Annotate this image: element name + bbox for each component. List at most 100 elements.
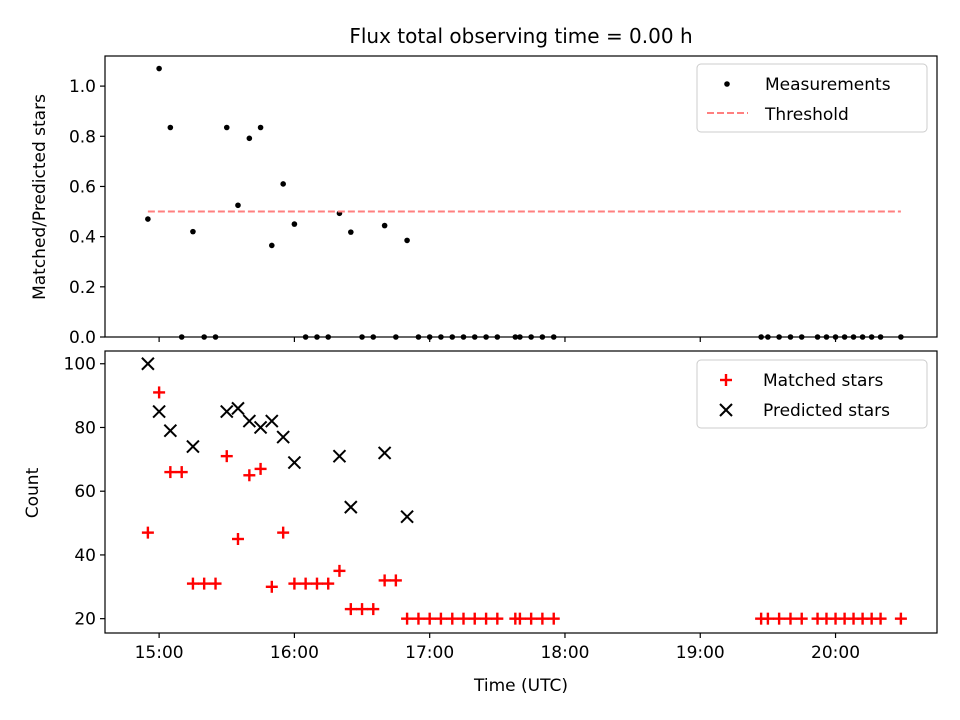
x-tick-label: 16:00: [270, 643, 319, 663]
matched-star-point: [333, 564, 346, 577]
bottom-y-ticks: 20 40 60 80 100: [64, 355, 105, 630]
matched-star-point: [265, 580, 278, 593]
matched-star-point: [231, 533, 244, 545]
measurement-point: [381, 222, 388, 229]
predicted-star-point: [276, 430, 290, 444]
top-x-ticks: [158, 337, 837, 342]
matched-star-point: [773, 612, 786, 625]
matched-star-point: [547, 612, 560, 625]
matched-star-point: [513, 612, 526, 625]
predicted-star-point: [253, 420, 268, 435]
matched-star-point: [389, 574, 402, 587]
predicted-star-point: [220, 404, 234, 419]
measurement-point: [291, 221, 298, 227]
predicted-star-point: [377, 446, 392, 460]
top-panel: Flux total observing time = 0.00 h Match…: [30, 24, 938, 348]
matched-star-point: [761, 612, 774, 625]
matched-star-point: [254, 462, 267, 475]
x-tick-label: 18:00: [540, 643, 589, 663]
predicted-star-point: [186, 439, 200, 454]
measurement-point: [280, 181, 286, 187]
predicted-star-point: [141, 357, 155, 371]
top-y-ticks: 0.0 0.2 0.4 0.6 0.8 1.0: [69, 77, 105, 348]
matched-star-point: [468, 612, 481, 625]
matched-star-point: [322, 577, 335, 590]
bottom-x-ticks: 15:00 16:00 17:00 18:00 19:00 20:00: [135, 633, 860, 663]
matched-star-point: [310, 577, 323, 590]
matched-star-point: [378, 574, 391, 587]
bottom-y-tick-label: 20: [74, 610, 96, 630]
matched-star-point: [141, 526, 154, 539]
legend-predicted-marker: [719, 403, 733, 417]
legend-measurements-label: Measurements: [765, 75, 891, 95]
predicted-star-point: [400, 509, 414, 524]
top-y-axis-label: Matched/Predicted stars: [30, 94, 50, 300]
matched-star-point: [525, 612, 538, 625]
matched-star-point: [480, 612, 493, 625]
matched-star-point: [446, 612, 459, 625]
x-axis-label: Time (UTC): [473, 676, 568, 696]
matched-star-point: [356, 603, 369, 616]
matched-star-point: [186, 577, 199, 590]
matched-star-point: [434, 612, 447, 625]
matched-star-point: [277, 526, 290, 539]
bottom-y-tick-label: 60: [74, 482, 96, 502]
matched-star-point: [175, 466, 188, 479]
bottom-y-tick-label: 80: [74, 418, 96, 438]
matched-star-point: [423, 612, 436, 625]
bottom-legend: Matched stars Predicted stars: [696, 359, 928, 429]
predicted-star-point: [152, 404, 166, 419]
matched-star-point: [209, 577, 222, 590]
matched-star-point: [784, 612, 797, 625]
matched-star-point: [491, 612, 504, 625]
matched-star-point: [164, 466, 177, 479]
matched-star-point: [894, 612, 907, 625]
bottom-plot-frame: [104, 350, 938, 634]
top-y-tick-label: 0.4: [69, 228, 96, 248]
measurement-point: [223, 124, 230, 131]
top-y-tick-label: 0.8: [69, 127, 96, 147]
top-y-tick-label: 1.0: [69, 77, 96, 97]
measurement-point: [269, 242, 275, 249]
bottom-plot-marks: [141, 357, 907, 625]
matched-star-point: [874, 612, 887, 625]
predicted-star-point: [242, 414, 257, 428]
matched-star-point: [401, 612, 414, 625]
measurement-point: [156, 65, 162, 72]
top-legend: Measurements Threshold: [696, 63, 928, 133]
measurement-point: [246, 135, 253, 142]
measurement-point: [235, 202, 241, 209]
legend-threshold-label: Threshold: [764, 105, 849, 125]
legend-matched-label: Matched stars: [763, 371, 883, 391]
x-tick-label: 20:00: [811, 643, 860, 663]
measurement-point: [190, 228, 196, 235]
top-legend-box: [696, 63, 928, 133]
legend-predicted-label: Predicted stars: [763, 401, 890, 421]
matched-star-point: [795, 612, 808, 625]
predicted-star-point: [163, 423, 178, 438]
top-y-tick-label: 0.6: [69, 177, 96, 197]
x-tick-label: 15:00: [135, 643, 184, 663]
measurement-point: [167, 124, 174, 131]
matched-star-point: [412, 612, 425, 625]
x-tick-label: 17:00: [405, 643, 454, 663]
predicted-star-point: [231, 401, 245, 416]
bottom-y-axis-label: Count: [23, 467, 43, 518]
top-plot-frame: [104, 55, 938, 338]
measurement-point: [257, 124, 264, 131]
matched-star-point: [243, 469, 256, 482]
chart-title: Flux total observing time = 0.00 h: [349, 24, 692, 48]
predicted-star-point: [332, 449, 347, 463]
matched-star-point: [299, 577, 312, 590]
bottom-y-tick-label: 40: [74, 546, 96, 566]
measurement-point: [145, 216, 151, 222]
matched-star-point: [536, 612, 549, 625]
bottom-legend-box: [696, 359, 928, 429]
matched-star-point: [288, 577, 301, 590]
legend-measurements-marker: [724, 81, 730, 87]
measurement-point: [404, 237, 410, 244]
matched-star-point: [367, 603, 380, 616]
predicted-star-point: [287, 455, 302, 470]
